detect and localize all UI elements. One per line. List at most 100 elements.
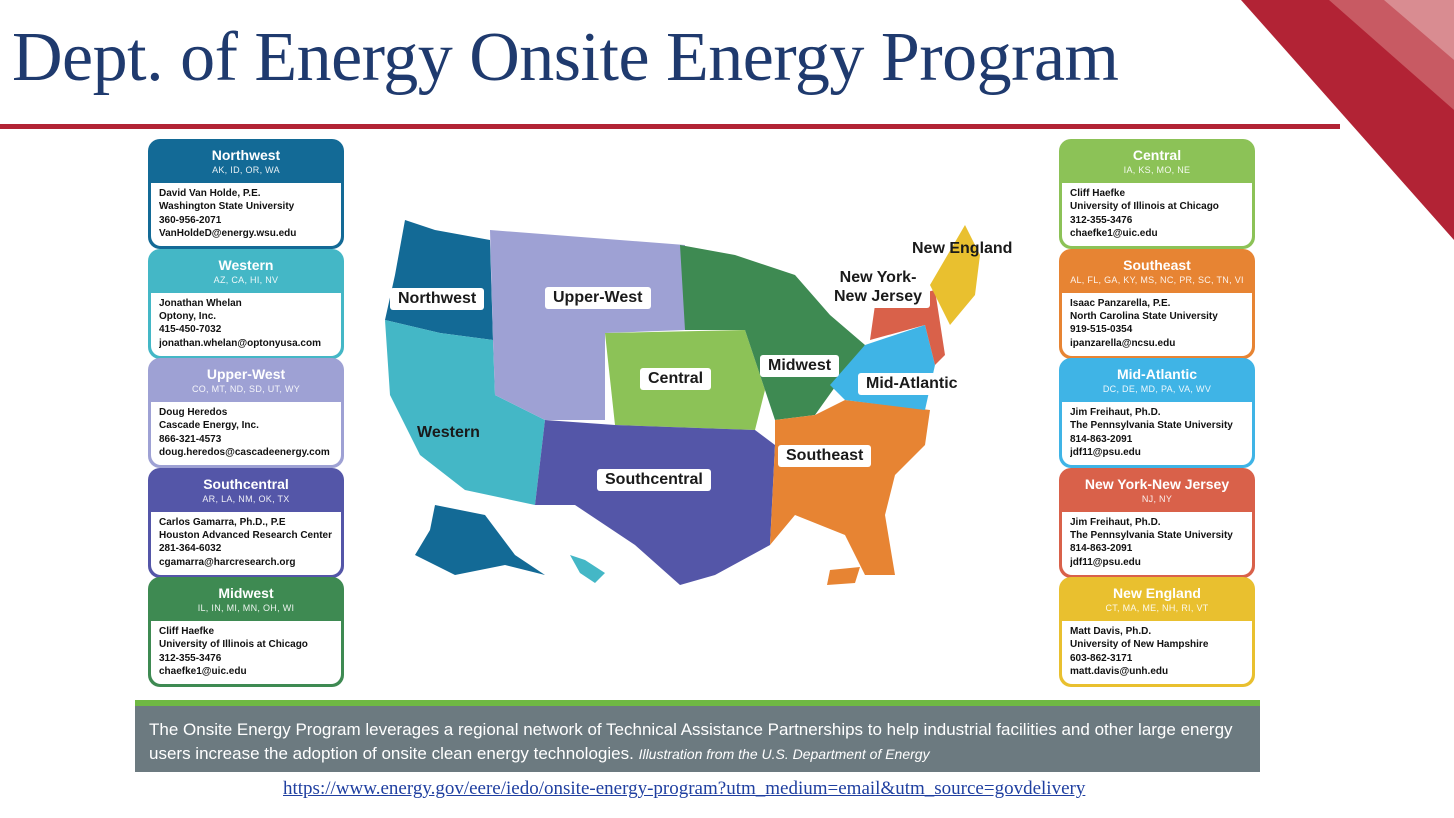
contact-phone: 919-515-0354 (1070, 324, 1133, 336)
card-contact: Jonathan Whelan Optony, Inc. 415-450-7032 j… (151, 292, 341, 356)
card-contact: Jim Freihaut, Ph.D. The Pennsylvania Stat… (1062, 402, 1252, 465)
contact-email: jonathan.whelan@optonyusa.com (159, 337, 321, 349)
contact-phone: 312-355-3476 (159, 652, 222, 664)
contact-name: Doug Heredos (159, 407, 228, 418)
region-card: Southcentral AR, LA, NM, OK, TX Carlos Gam… (148, 467, 344, 578)
contact-name: David Van Holde, P.E. (159, 188, 261, 199)
region-southcentral (535, 420, 775, 585)
card-states: AR, LA, NM, OK, TX (202, 493, 290, 504)
region-ny-nj (870, 290, 945, 365)
card-region-name: New England (1113, 585, 1201, 601)
map-label-northwest: Northwest (390, 288, 485, 310)
card-states: IL, IN, MI, MN, OH, WI (197, 603, 295, 613)
card-region-name: Southeast (1123, 256, 1191, 273)
contact-org: University of Illinois at Chicago (1070, 201, 1219, 213)
map-label-new-england: New England (912, 240, 1013, 257)
contact-email: jdf11@psu.edu (1070, 447, 1141, 459)
contact-org: The Pennsylvania State University (1070, 420, 1233, 432)
region-card: Western AZ, CA, HI, NV Jonathan Whelan Opto… (148, 248, 344, 359)
contact-name: Matt Davis, Ph.D. (1070, 626, 1152, 637)
contact-name: Cliff Haefke (1070, 188, 1126, 199)
contact-phone: 415-450-7032 (159, 324, 222, 336)
contact-org: The Pennsylvania State University (1070, 529, 1233, 541)
region-card: New York-New Jersey NJ, NY Jim Freihaut, P… (1059, 467, 1255, 578)
region-southeast (770, 400, 930, 575)
map-label-upper-west: Upper-West (545, 287, 651, 309)
contact-org: University of Illinois at Chicago (159, 639, 308, 651)
card-states: IA, KS, MO, NE (1123, 165, 1191, 175)
card-header: Midwest IL, IN, MI, MN, OH, WI (148, 577, 344, 621)
contact-phone: 866-321-4573 (159, 433, 222, 445)
contact-name: Isaac Panzarella, P.E. (1070, 297, 1171, 309)
region-western (385, 320, 545, 505)
contact-phone: 281-364-6032 (159, 543, 222, 555)
card-region-name: Midwest (218, 585, 274, 601)
card-header: Northwest AK, ID, OR, WA (148, 139, 344, 183)
card-header: Central IA, KS, MO, NE (1059, 139, 1255, 183)
contact-email: jdf11@psu.edu (1070, 556, 1141, 568)
card-contact: Doug Heredos Cascade Energy, Inc. 866-321-… (151, 402, 341, 465)
map-label-midwest: Midwest (760, 355, 840, 377)
card-states: DC, DE, MD, PA, VA, WV (1102, 384, 1212, 394)
region-card: Upper-West CO, MT, ND, SD, UT, WY Doug Her… (148, 358, 344, 468)
contact-name: Jim Freihaut, Ph.D. (1070, 516, 1161, 528)
card-header: Mid-Atlantic DC, DE, MD, PA, VA, WV (1059, 358, 1255, 402)
contact-email: chaefke1@uic.edu (159, 666, 247, 678)
contact-phone: 814-863-2091 (1070, 433, 1133, 445)
region-card: Southeast AL, FL, GA, KY, MS, NC, PR, SC,… (1059, 248, 1255, 359)
card-states: AZ, CA, HI, NV (213, 274, 279, 285)
card-contact: Isaac Panzarella, P.E. North Carolina Sta… (1062, 292, 1252, 356)
contact-email: matt.davis@unh.edu (1070, 666, 1169, 678)
card-header: New York-New Jersey NJ, NY (1059, 468, 1255, 512)
card-states: NJ, NY (1141, 493, 1173, 504)
card-contact: Matt Davis, Ph.D. University of New Hamps… (1062, 621, 1252, 684)
source-link[interactable]: https://www.energy.gov/eere/iedo/onsite-… (283, 778, 1086, 799)
region-upper-west (490, 230, 685, 420)
card-states: CT, MA, ME, NH, RI, VT (1105, 603, 1209, 613)
contact-phone: 814-863-2091 (1070, 543, 1133, 555)
contact-name: Jonathan Whelan (159, 297, 242, 309)
card-region-name: Northwest (211, 147, 281, 163)
contact-org: North Carolina State University (1070, 310, 1218, 322)
region-card: Mid-Atlantic DC, DE, MD, PA, VA, WV Jim Fr… (1059, 358, 1255, 468)
card-region-name: Southcentral (203, 475, 289, 492)
card-header: New England CT, MA, ME, NH, RI, VT (1059, 577, 1255, 621)
card-header: Upper-West CO, MT, ND, SD, UT, WY (148, 358, 344, 402)
contact-org: Cascade Energy, Inc. (159, 420, 259, 432)
footer-banner: The Onsite Energy Program leverages a re… (135, 700, 1260, 772)
contact-phone: 360-956-2071 (159, 214, 222, 226)
region-card: Central IA, KS, MO, NE Cliff Haefke Univers… (1059, 139, 1255, 249)
contact-name: Jim Freihaut, Ph.D. (1070, 407, 1161, 418)
card-contact: Cliff Haefke University of Illinois at Ch… (151, 621, 341, 684)
contact-phone: 603-862-3171 (1070, 652, 1133, 664)
contact-name: Cliff Haefke (159, 626, 215, 637)
card-contact: Jim Freihaut, Ph.D. The Pennsylvania Stat… (1062, 511, 1252, 575)
contact-org: Optony, Inc. (159, 310, 217, 322)
page-title: Dept. of Energy Onsite Energy Program (12, 19, 1119, 96)
map-label-ny-nj: New York- New Jersey (826, 266, 931, 308)
card-states: AL, FL, GA, KY, MS, NC, PR, SC, TN, VI (1070, 274, 1244, 285)
region-alaska (415, 505, 545, 575)
contact-email: doug.heredos@cascadeenergy.com (159, 447, 330, 459)
card-region-name: Mid-Atlantic (1116, 366, 1198, 382)
card-region-name: Western (218, 256, 274, 273)
card-contact: Cliff Haefke University of Illinois at Ch… (1062, 183, 1252, 246)
region-new-england (930, 225, 980, 325)
corner-decoration (1241, 0, 1454, 240)
card-header: Southcentral AR, LA, NM, OK, TX (148, 468, 344, 512)
footer-text: The Onsite Energy Program leverages a re… (149, 718, 1246, 766)
map-label-southcentral: Southcentral (597, 469, 711, 491)
region-card: Northwest AK, ID, OR, WA David Van Holde, … (148, 139, 344, 249)
card-contact: Carlos Gamarra, Ph.D., P.E Houston Advanc… (151, 511, 341, 575)
footer-credit: Illustration from the U.S. Department of… (638, 746, 930, 762)
contact-org: Houston Advanced Research Center (159, 529, 333, 541)
map-label-central: Central (640, 368, 712, 390)
region-card: Midwest IL, IN, MI, MN, OH, WI Cliff Haefk… (148, 577, 344, 687)
contact-phone: 312-355-3476 (1070, 214, 1133, 226)
card-states: CO, MT, ND, SD, UT, WY (191, 384, 301, 394)
card-region-name: New York-New Jersey (1084, 475, 1230, 492)
region-puerto-rico (827, 567, 860, 585)
region-northwest (385, 220, 493, 340)
region-card: New England CT, MA, ME, NH, RI, VT Matt Da… (1059, 577, 1255, 687)
map-label-ny-nj-line2: New Jersey (834, 288, 923, 305)
